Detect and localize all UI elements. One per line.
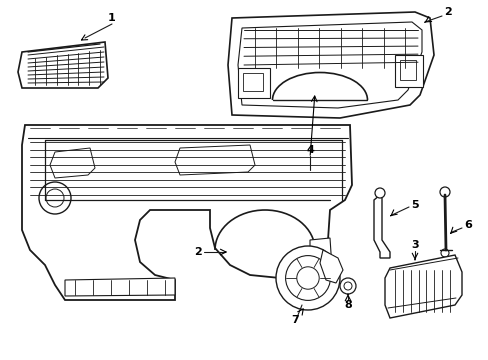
Text: 6: 6: [463, 220, 471, 230]
Circle shape: [275, 246, 339, 310]
Bar: [394, 55, 422, 87]
Text: 5: 5: [410, 200, 418, 210]
Polygon shape: [22, 125, 351, 300]
Polygon shape: [50, 148, 95, 178]
Polygon shape: [175, 145, 254, 175]
Text: 2: 2: [194, 247, 202, 257]
Circle shape: [374, 188, 384, 198]
Polygon shape: [309, 238, 331, 270]
Text: 3: 3: [410, 240, 418, 250]
Circle shape: [339, 278, 355, 294]
Circle shape: [439, 187, 449, 197]
Polygon shape: [373, 195, 389, 258]
Polygon shape: [319, 250, 342, 283]
Circle shape: [296, 267, 319, 289]
Polygon shape: [384, 255, 461, 318]
Circle shape: [343, 282, 351, 290]
Circle shape: [39, 182, 71, 214]
Bar: [243, 73, 263, 91]
Circle shape: [46, 189, 64, 207]
Polygon shape: [238, 22, 421, 108]
Text: 4: 4: [305, 145, 313, 155]
Text: 7: 7: [290, 315, 298, 325]
Text: 2: 2: [443, 7, 451, 17]
Polygon shape: [18, 42, 108, 88]
Circle shape: [440, 249, 448, 257]
Text: 1: 1: [108, 13, 116, 23]
Text: 8: 8: [344, 300, 351, 310]
Polygon shape: [65, 278, 175, 296]
Bar: [399, 60, 415, 80]
Bar: [238, 68, 269, 98]
Circle shape: [285, 256, 330, 300]
Polygon shape: [227, 12, 433, 118]
